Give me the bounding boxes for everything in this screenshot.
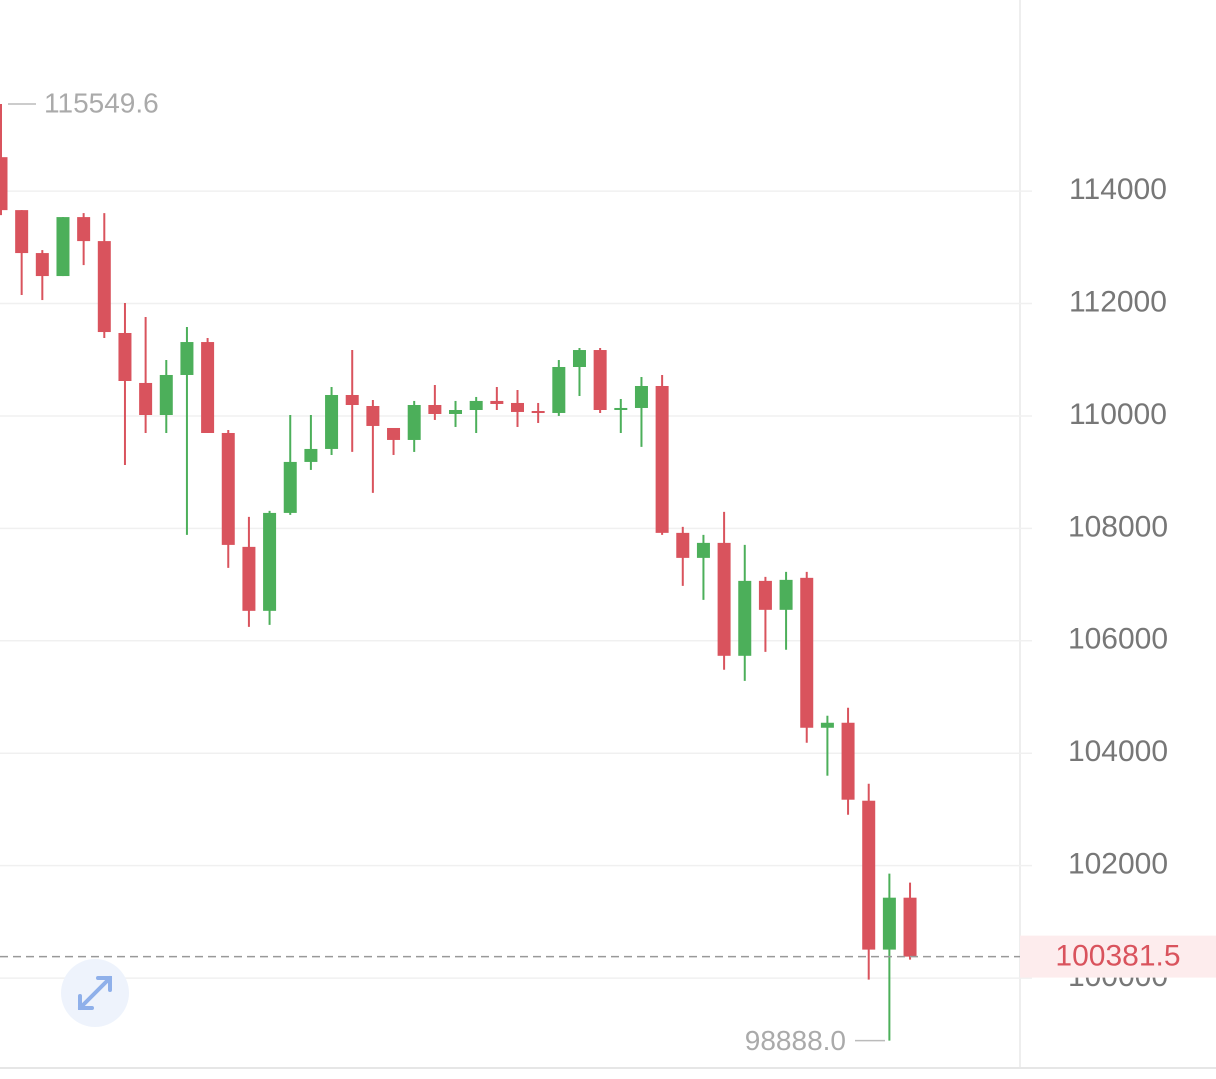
candle-body: [283, 461, 297, 513]
candle-body: [862, 800, 876, 950]
candle-body: [696, 542, 710, 558]
candle-body: [800, 577, 814, 728]
candle-body: [593, 350, 607, 410]
candle-body: [738, 580, 752, 656]
expand-icon[interactable]: [78, 976, 112, 1010]
candle-body: [263, 512, 277, 611]
candle-body: [882, 897, 896, 950]
candle-body: [779, 579, 793, 610]
candle-body: [345, 394, 359, 405]
candle-body: [407, 404, 421, 440]
candle-body: [531, 411, 545, 414]
candle-body: [56, 217, 70, 277]
candle-body: [304, 448, 318, 462]
candle-body: [159, 374, 173, 416]
candle-body: [841, 722, 855, 800]
y-tick-label: 104000: [1068, 735, 1168, 768]
candle-body: [469, 400, 483, 410]
candle-body: [35, 253, 49, 277]
candle-body: [717, 542, 731, 656]
candle-body: [634, 385, 648, 408]
candle-body: [449, 409, 463, 414]
last-price-label: 100381.5: [1055, 940, 1180, 973]
low-marker-label: 98888.0: [745, 1025, 846, 1056]
y-tick-label: 108000: [1068, 510, 1168, 543]
candle-body: [552, 366, 566, 413]
candle-body: [903, 897, 917, 957]
candle-body: [758, 580, 772, 610]
candle-body: [820, 722, 834, 728]
candle-body: [15, 210, 29, 254]
candle-body: [655, 385, 669, 533]
candle-body: [490, 400, 504, 404]
candle-body: [118, 332, 132, 381]
candle-body: [221, 432, 235, 545]
y-tick-label: 112000: [1069, 285, 1167, 318]
candle-body: [180, 342, 194, 375]
candle-body: [572, 350, 586, 367]
y-tick-label: 114000: [1069, 173, 1167, 206]
candle-body: [97, 241, 111, 333]
y-tick-label: 102000: [1068, 848, 1168, 881]
candle-body: [428, 404, 442, 414]
candle-body: [0, 157, 8, 211]
candle-body: [77, 217, 91, 242]
candle-body: [387, 427, 401, 440]
high-marker-label: 115549.6: [44, 87, 159, 118]
candle-body: [614, 407, 628, 410]
candle-body: [325, 394, 339, 449]
candle-body: [366, 406, 380, 426]
candle-body: [242, 546, 256, 611]
candle-body: [201, 342, 215, 433]
candle-body: [139, 382, 153, 416]
candle-body: [676, 532, 690, 558]
y-tick-label: 110000: [1069, 398, 1167, 431]
candle-body: [511, 402, 524, 412]
expand-button[interactable]: [61, 959, 129, 1027]
last-price-box: [1020, 935, 1216, 978]
y-tick-label: 106000: [1068, 623, 1168, 656]
